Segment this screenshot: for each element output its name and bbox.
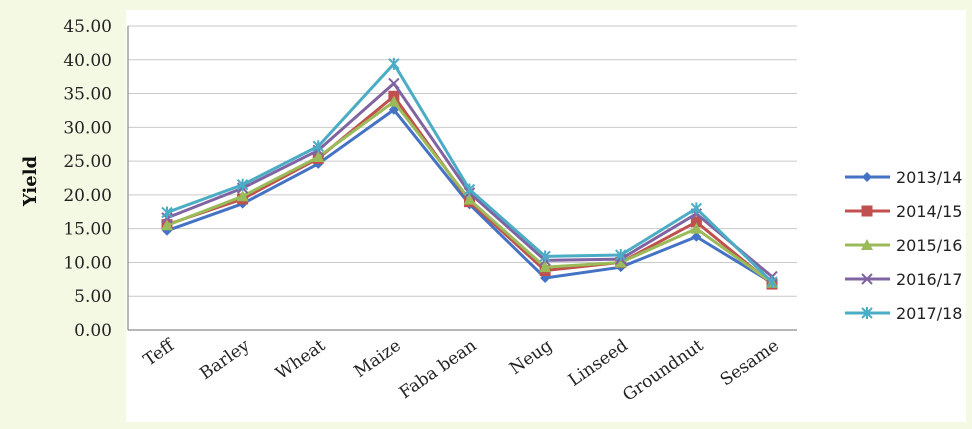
y-axis-title: Yield xyxy=(20,155,41,207)
y-tick-label: 0.00 xyxy=(74,321,112,341)
legend-label: 2014/15 xyxy=(896,202,962,221)
series-2015-16 xyxy=(161,95,778,288)
legend-item: 2014/15 xyxy=(845,202,962,221)
legend-marker xyxy=(861,239,873,250)
legend-label: 2015/16 xyxy=(896,236,962,255)
data-point xyxy=(312,140,324,153)
series-2017-18 xyxy=(161,57,778,289)
legend: 2013/14 2014/15 2015/16 2016/17 2017/18 xyxy=(845,168,962,323)
y-tick-label: 10.00 xyxy=(63,253,112,273)
legend-marker xyxy=(861,273,873,285)
data-point xyxy=(463,183,476,196)
data-point xyxy=(161,219,173,231)
data-point xyxy=(539,261,552,273)
data-point xyxy=(539,250,551,263)
data-point xyxy=(387,95,400,107)
data-point xyxy=(463,193,476,205)
data-point xyxy=(614,256,627,268)
data-point xyxy=(615,249,627,262)
legend-marker xyxy=(862,172,872,182)
y-tick-label: 35.00 xyxy=(63,85,112,105)
legend-marker xyxy=(861,307,873,319)
y-tick-label: 25.00 xyxy=(63,152,112,172)
y-tick-label: 20.00 xyxy=(63,186,112,206)
data-point xyxy=(161,206,173,219)
data-point xyxy=(766,276,778,289)
data-point xyxy=(690,202,703,215)
data-point xyxy=(690,222,703,234)
data-point xyxy=(236,190,249,202)
legend-item: 2017/18 xyxy=(845,304,962,323)
legend-item: 2016/17 xyxy=(845,270,962,289)
y-tick-label: 15.00 xyxy=(63,220,112,240)
y-tick-label: 40.00 xyxy=(63,51,112,71)
y-tick-label: 45.00 xyxy=(63,17,112,37)
y-tick-label: 30.00 xyxy=(63,118,112,138)
y-tick-label: 5.00 xyxy=(74,287,112,307)
data-point xyxy=(312,151,325,163)
data-point xyxy=(388,57,400,70)
legend-item: 2013/14 xyxy=(845,168,962,187)
legend-label: 2017/18 xyxy=(896,304,962,323)
legend-item: 2015/16 xyxy=(845,236,962,255)
data-point xyxy=(236,178,249,191)
chart-area xyxy=(126,10,966,422)
legend-label: 2013/14 xyxy=(896,168,962,187)
data-point xyxy=(388,77,400,90)
data-point xyxy=(690,216,702,228)
series-lines xyxy=(161,57,778,290)
legend-marker xyxy=(861,205,873,217)
data-point xyxy=(691,231,702,242)
legend-label: 2016/17 xyxy=(896,270,962,289)
